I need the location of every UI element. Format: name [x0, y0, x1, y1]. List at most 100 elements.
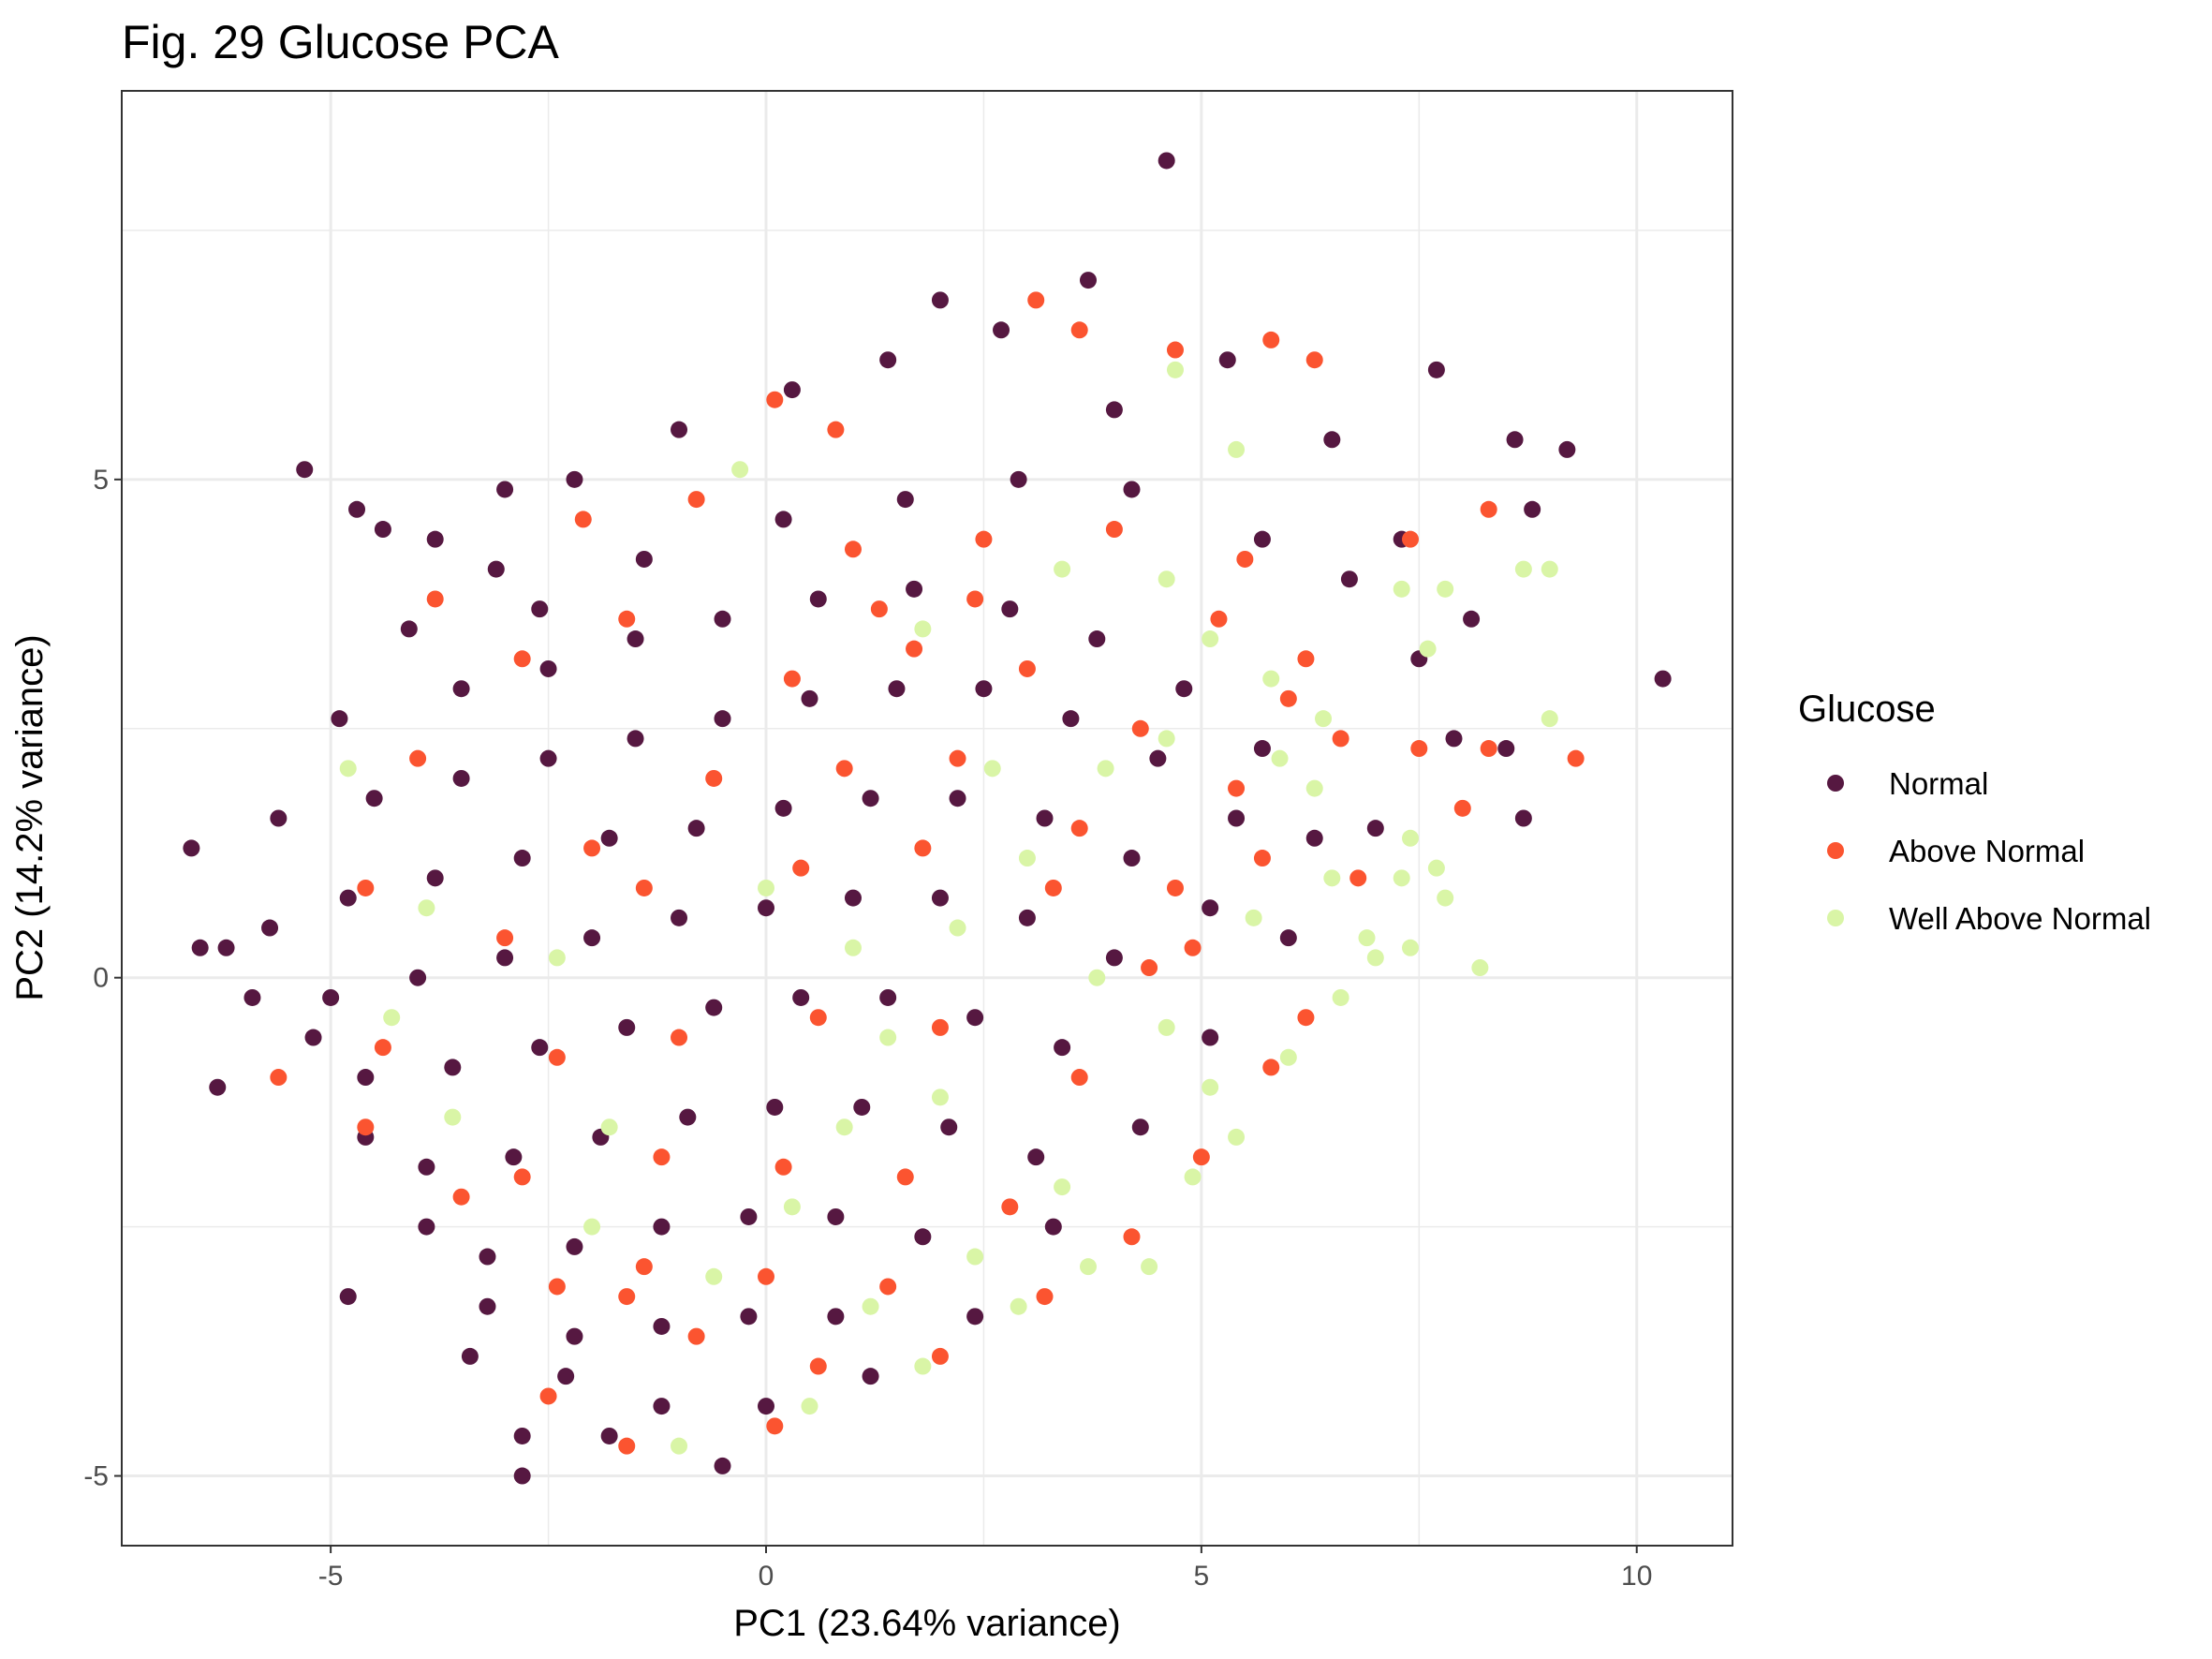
data-point-series-1	[914, 839, 932, 857]
data-point-series-1	[870, 600, 888, 618]
data-point-series-1	[1480, 500, 1497, 518]
data-point-series-2	[1305, 779, 1323, 797]
data-point-series-2	[1393, 869, 1410, 887]
data-point-series-0	[966, 1308, 984, 1326]
data-point-series-0	[914, 1228, 932, 1246]
data-point-series-0	[1149, 749, 1167, 767]
data-point-series-1	[809, 1357, 827, 1375]
data-point-series-1	[357, 1118, 375, 1136]
data-point-series-0	[1158, 152, 1175, 170]
data-point-series-2	[705, 1267, 723, 1285]
data-point-series-0	[766, 1098, 784, 1116]
data-point-series-2	[731, 461, 749, 479]
data-point-series-0	[1340, 570, 1358, 588]
data-point-series-1	[1001, 1198, 1019, 1216]
data-point-series-2	[1271, 749, 1289, 767]
data-point-series-0	[1279, 929, 1297, 947]
data-point-series-1	[1210, 610, 1228, 628]
data-point-series-2	[1184, 1168, 1202, 1186]
data-point-series-0	[801, 689, 818, 707]
data-point-series-0	[461, 1347, 479, 1365]
data-point-series-2	[1010, 1297, 1027, 1315]
data-point-series-1	[653, 1148, 671, 1166]
data-point-series-0	[1524, 500, 1541, 518]
data-point-series-0	[418, 1158, 435, 1176]
data-point-series-0	[827, 1207, 845, 1225]
data-point-series-0	[774, 511, 792, 528]
data-point-series-0	[374, 521, 391, 539]
data-point-series-1	[949, 749, 966, 767]
data-point-series-0	[1131, 1118, 1149, 1136]
data-point-series-2	[444, 1108, 462, 1126]
data-point-series-1	[896, 1168, 914, 1186]
data-point-series-1	[1018, 659, 1036, 677]
data-point-series-1	[792, 859, 810, 877]
data-point-series-0	[931, 291, 949, 309]
data-point-series-0	[566, 470, 583, 488]
data-point-series-2	[862, 1297, 879, 1315]
data-point-series-2	[949, 919, 966, 937]
data-point-series-0	[487, 560, 505, 578]
data-point-series-0	[888, 680, 906, 698]
data-point-series-0	[1027, 1148, 1045, 1166]
data-point-series-2	[1141, 1258, 1158, 1276]
data-point-series-0	[931, 889, 949, 907]
data-point-series-0	[496, 481, 514, 498]
data-point-series-2	[1228, 1128, 1246, 1146]
data-point-series-1	[1192, 1148, 1210, 1166]
data-point-series-0	[1506, 431, 1524, 449]
data-point-series-0	[339, 889, 357, 907]
data-point-series-1	[1236, 550, 1254, 568]
data-point-series-0	[1427, 361, 1445, 378]
y-tick-label: -5	[83, 1461, 109, 1492]
data-point-series-0	[1088, 630, 1106, 648]
data-point-series-1	[270, 1069, 288, 1087]
data-point-series-0	[862, 1368, 879, 1385]
data-point-series-1	[1036, 1288, 1054, 1306]
data-point-series-0	[444, 1059, 462, 1076]
data-point-series-2	[914, 1357, 932, 1375]
data-point-series-0	[400, 620, 418, 638]
y-tick-label: 0	[93, 963, 109, 994]
data-point-series-2	[1437, 580, 1454, 598]
data-point-series-2	[1228, 440, 1246, 458]
data-point-series-2	[758, 879, 774, 896]
data-point-series-0	[600, 1427, 618, 1444]
data-point-series-0	[505, 1148, 523, 1166]
data-point-series-2	[1166, 361, 1184, 378]
data-point-series-1	[618, 1288, 636, 1306]
data-point-series-1	[635, 879, 653, 896]
data-point-series-0	[1018, 909, 1036, 926]
data-point-series-2	[1427, 859, 1445, 877]
data-point-series-1	[1453, 799, 1471, 817]
data-point-series-2	[844, 939, 862, 956]
data-point-series-0	[339, 1288, 357, 1306]
data-point-series-2	[1054, 1178, 1071, 1196]
data-point-series-2	[783, 1198, 801, 1216]
data-point-series-0	[940, 1118, 958, 1136]
data-point-series-1	[1044, 879, 1062, 896]
data-point-series-2	[600, 1118, 618, 1136]
data-point-series-2	[1366, 949, 1384, 967]
data-point-series-2	[1358, 929, 1376, 947]
data-point-series-1	[931, 1018, 949, 1036]
data-point-series-1	[1253, 850, 1271, 867]
data-point-series-2	[1437, 889, 1454, 907]
data-point-series-0	[618, 1018, 636, 1036]
data-point-series-2	[583, 1218, 601, 1236]
data-point-series-1	[1402, 530, 1419, 548]
data-point-series-0	[513, 1467, 531, 1485]
data-point-series-1	[426, 590, 444, 608]
data-point-series-0	[949, 790, 966, 807]
chart-title: Fig. 29 Glucose PCA	[122, 16, 560, 68]
data-point-series-0	[671, 421, 688, 438]
data-point-series-2	[1323, 869, 1341, 887]
data-point-series-0	[879, 988, 897, 1006]
legend-title: Glucose	[1798, 689, 1936, 730]
data-point-series-0	[296, 461, 314, 479]
data-point-series-0	[183, 839, 200, 857]
data-point-series-2	[1471, 959, 1489, 977]
y-axis-ticks: -5 0 5	[83, 465, 122, 1492]
data-point-series-1	[1567, 749, 1585, 767]
